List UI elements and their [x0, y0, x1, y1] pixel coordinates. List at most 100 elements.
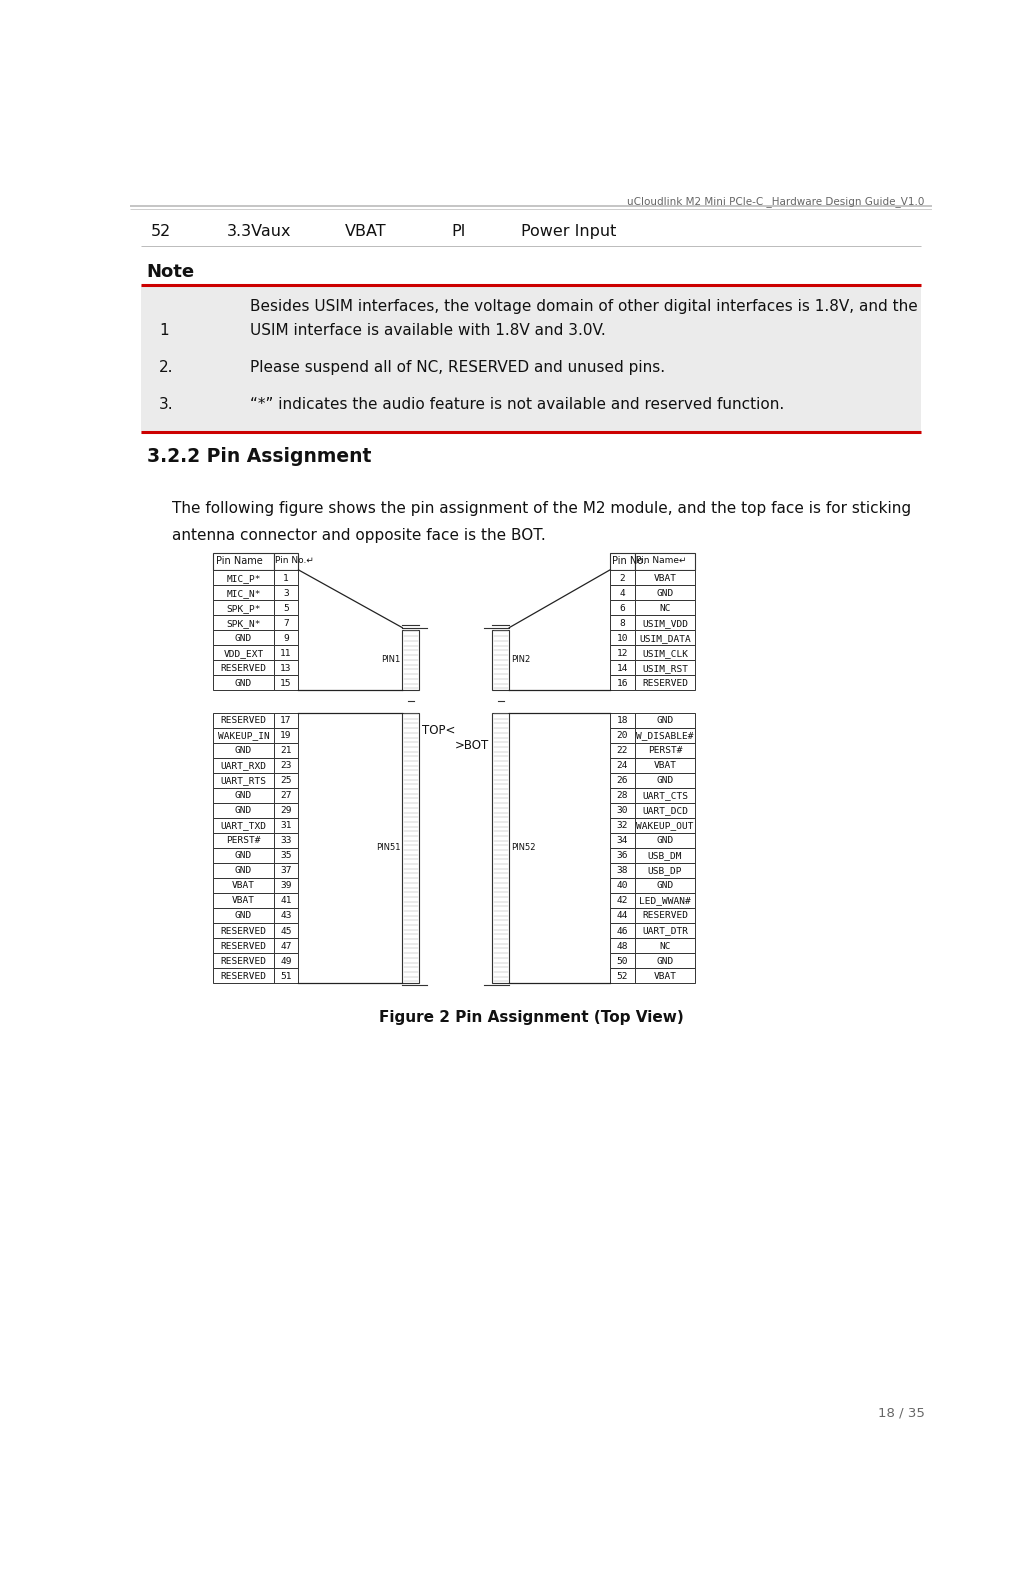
Text: MIC_N*: MIC_N*	[226, 589, 261, 597]
Bar	[213, 907, 274, 923]
Text: Pin No.↵: Pin No.↵	[276, 556, 314, 565]
Bar	[610, 570, 635, 584]
Text: GND: GND	[235, 678, 252, 688]
Bar	[274, 713, 298, 728]
Text: PERST#: PERST#	[226, 836, 261, 845]
Text: W_DISABLE#: W_DISABLE#	[636, 731, 694, 740]
Text: 23: 23	[281, 761, 292, 771]
Text: 26: 26	[616, 777, 628, 785]
Text: 15: 15	[281, 678, 292, 688]
Text: USIM_CLK: USIM_CLK	[642, 648, 688, 657]
Bar	[610, 552, 635, 570]
Text: NC: NC	[659, 603, 670, 613]
Text: 35: 35	[281, 852, 292, 860]
Bar	[274, 570, 298, 584]
Text: 43: 43	[281, 912, 292, 920]
Text: 1: 1	[283, 573, 289, 583]
Text: Please suspend all of NC, RESERVED and unused pins.: Please suspend all of NC, RESERVED and u…	[250, 360, 665, 376]
Text: 4: 4	[620, 589, 626, 597]
Text: 29: 29	[281, 807, 292, 815]
Text: GND: GND	[235, 866, 252, 876]
Text: 18 / 35: 18 / 35	[877, 1406, 925, 1418]
Bar	[610, 938, 635, 952]
Text: Note: Note	[146, 263, 195, 282]
Bar	[610, 877, 635, 893]
Bar	[635, 584, 695, 600]
Text: WAKEUP_OUT: WAKEUP_OUT	[636, 821, 694, 831]
Bar	[635, 863, 695, 877]
Text: 40: 40	[616, 882, 628, 890]
Bar	[610, 772, 635, 788]
Bar	[610, 713, 635, 728]
Bar	[274, 833, 298, 847]
Text: GND: GND	[235, 747, 252, 755]
Bar	[213, 818, 274, 833]
Text: GND: GND	[657, 589, 673, 597]
Text: 51: 51	[281, 971, 292, 981]
Text: RESERVED: RESERVED	[221, 941, 266, 950]
Bar	[635, 552, 695, 570]
Bar	[213, 772, 274, 788]
Bar	[213, 742, 274, 758]
Text: 19: 19	[281, 731, 292, 740]
Bar	[610, 863, 635, 877]
Bar	[610, 802, 635, 818]
Bar	[274, 661, 298, 675]
Text: 10: 10	[616, 634, 628, 643]
Bar	[213, 847, 274, 863]
Bar	[635, 907, 695, 923]
Text: 25: 25	[281, 777, 292, 785]
Text: USIM_DATA: USIM_DATA	[639, 634, 691, 643]
Bar	[610, 645, 635, 661]
Bar	[635, 713, 695, 728]
Text: Figure 2 Pin Assignment (Top View): Figure 2 Pin Assignment (Top View)	[378, 1009, 684, 1025]
Text: UART_RXD: UART_RXD	[221, 761, 266, 771]
Bar	[213, 728, 274, 742]
Text: PIN1: PIN1	[381, 656, 401, 664]
Bar	[213, 802, 274, 818]
Text: 18: 18	[616, 716, 628, 726]
Text: 16: 16	[616, 678, 628, 688]
Text: 52: 52	[616, 971, 628, 981]
Text: 45: 45	[281, 927, 292, 936]
Bar	[635, 833, 695, 847]
Bar	[635, 661, 695, 675]
Text: 52: 52	[151, 224, 171, 239]
Bar	[274, 772, 298, 788]
Text: GND: GND	[235, 791, 252, 801]
Bar	[141, 285, 921, 433]
Text: 24: 24	[616, 761, 628, 771]
Bar	[213, 713, 274, 728]
Text: 38: 38	[616, 866, 628, 876]
Text: VBAT: VBAT	[345, 224, 386, 239]
Text: UART_TXD: UART_TXD	[221, 821, 266, 831]
Text: 39: 39	[281, 882, 292, 890]
Text: USIM interface is available with 1.8V and 3.0V.: USIM interface is available with 1.8V an…	[250, 323, 605, 339]
Bar	[274, 923, 298, 938]
Bar	[274, 968, 298, 982]
Text: 7: 7	[283, 619, 289, 627]
Bar	[274, 863, 298, 877]
Text: PERST#: PERST#	[648, 747, 683, 755]
Text: 2.: 2.	[159, 360, 173, 376]
Text: 5: 5	[283, 603, 289, 613]
Bar	[610, 661, 635, 675]
Text: UART_DCD: UART_DCD	[642, 807, 688, 815]
Bar	[213, 645, 274, 661]
Bar	[635, 788, 695, 802]
Text: >BOT: >BOT	[455, 739, 489, 751]
Bar	[610, 833, 635, 847]
Bar	[635, 742, 695, 758]
Bar	[274, 742, 298, 758]
Text: VDD_EXT: VDD_EXT	[224, 648, 263, 657]
Text: RESERVED: RESERVED	[221, 716, 266, 726]
Bar	[635, 952, 695, 968]
Bar	[213, 893, 274, 907]
Text: MIC_P*: MIC_P*	[226, 573, 261, 583]
Text: RESERVED: RESERVED	[221, 971, 266, 981]
Text: 3.2.2 Pin Assignment: 3.2.2 Pin Assignment	[146, 447, 371, 466]
Text: 46: 46	[616, 927, 628, 936]
Text: 49: 49	[281, 957, 292, 965]
Text: GND: GND	[235, 807, 252, 815]
Bar	[213, 630, 274, 645]
